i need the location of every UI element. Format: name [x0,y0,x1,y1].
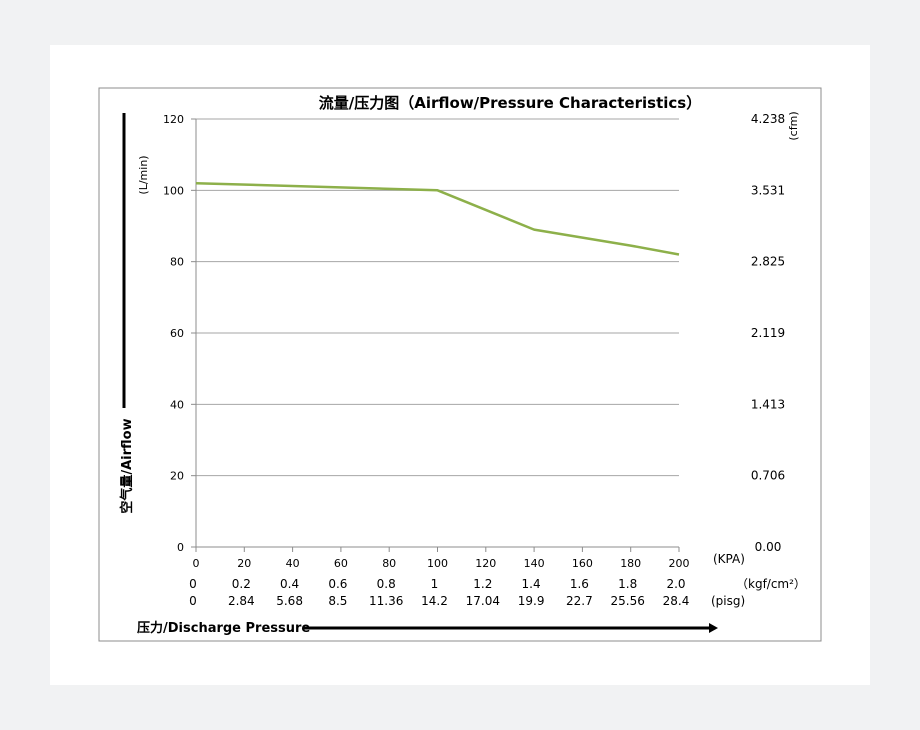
kgf-unit-label: （kgf/cm²） [736,577,806,591]
x-tick-label: 40 [286,557,300,570]
psig-value: 14.2 [421,594,448,608]
x-tick-label: 80 [382,557,396,570]
psig-value: 5.68 [276,594,303,608]
arrow-right-icon [709,623,718,633]
psig-value: 19.9 [518,594,545,608]
y-tick-label: 120 [163,113,184,126]
kgf-value: 1.2 [473,577,492,591]
kgf-row: 0 0.2 0.4 0.6 0.8 1 1.2 1.4 1.6 1.8 2.0 [189,577,685,591]
y2-tick-label: 1.413 [751,397,785,411]
psig-value: 0 [189,594,197,608]
y-tick-label: 0 [177,541,184,554]
axes [191,118,680,552]
psig-value: 11.36 [369,594,403,608]
x-tick-label: 120 [475,557,496,570]
psig-value: 28.4 [663,594,690,608]
x-unit-label: (KPA) [713,552,745,566]
y2-tick-label: 2.119 [751,326,785,340]
y2-tick-labels: 0.00 0.706 1.413 2.119 2.825 3.531 4.238 [751,112,785,554]
y-tick-label: 60 [170,327,184,340]
x-tick-label: 20 [237,557,251,570]
kgf-value: 1.4 [522,577,541,591]
kgf-value: 1.6 [570,577,589,591]
kgf-value: 0.2 [232,577,251,591]
psig-value: 25.56 [611,594,645,608]
x-tick-label: 140 [524,557,545,570]
y2-tick-label: 3.531 [751,183,785,197]
kgf-value: 2.0 [666,577,685,591]
x-tick-label: 0 [193,557,200,570]
y2-tick-label: 0.00 [755,540,782,554]
series-layer [195,181,680,256]
chart-frame [98,87,822,642]
psig-row: 0 2.84 5.68 8.5 11.36 14.2 17.04 19.9 22.7 25.56 2… [189,594,689,608]
x-tick-label: 200 [669,557,690,570]
x-tick-label: 160 [572,557,593,570]
psig-value: 17.04 [466,594,500,608]
x-tick-label: 180 [620,557,641,570]
kgf-value: 1 [431,577,439,591]
kgf-value: 0.4 [280,577,299,591]
psig-value: 22.7 [566,594,593,608]
y-tick-label: 100 [163,184,184,197]
y-axis-title: 空气量/Airflow [119,418,135,513]
series-line [195,181,680,256]
y2-tick-label: 2.825 [751,255,785,269]
y2-unit-label: (cfm) [787,111,800,140]
y-tick-label: 80 [170,256,184,269]
kgf-value: 0.8 [377,577,396,591]
psig-unit-label: (pisg) [711,594,745,608]
y-tick-label: 40 [170,398,184,411]
kgf-value: 0 [189,577,197,591]
kgf-value: 1.8 [618,577,637,591]
kgf-value: 0.6 [328,577,347,591]
x-tick-label: 100 [427,557,448,570]
x-axis-title: 压力/Discharge Pressure [137,620,310,636]
x-tick-labels: 0 20 40 60 80 100 120 140 160 180 200 [193,557,690,570]
psig-value: 2.84 [228,594,255,608]
psig-value: 8.5 [328,594,347,608]
chart-title: 流量/压力图（Airflow/Pressure Characteristics） [319,94,701,112]
x-tick-label: 60 [334,557,348,570]
y2-tick-label: 0.706 [751,469,785,483]
y-tick-labels: 0 20 40 60 80 100 120 [163,113,184,554]
y-tick-label: 20 [170,470,184,483]
y2-tick-label: 4.238 [751,112,785,126]
y-unit-label: (L/min) [137,155,150,194]
